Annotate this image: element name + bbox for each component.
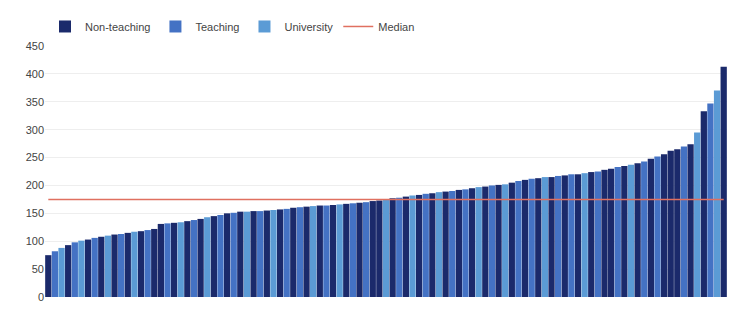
svg-text:Teaching: Teaching xyxy=(195,21,239,33)
svg-text:450: 450 xyxy=(26,40,44,52)
svg-text:400: 400 xyxy=(26,68,44,80)
svg-text:250: 250 xyxy=(26,151,44,163)
svg-text:Non-teaching: Non-teaching xyxy=(85,21,150,33)
svg-text:0: 0 xyxy=(38,291,44,303)
svg-text:50: 50 xyxy=(32,263,44,275)
svg-text:200: 200 xyxy=(26,179,44,191)
svg-text:100: 100 xyxy=(26,235,44,247)
svg-text:University: University xyxy=(284,21,333,33)
svg-text:150: 150 xyxy=(26,207,44,219)
svg-text:300: 300 xyxy=(26,124,44,136)
svg-text:Median: Median xyxy=(378,21,414,33)
svg-text:350: 350 xyxy=(26,96,44,108)
